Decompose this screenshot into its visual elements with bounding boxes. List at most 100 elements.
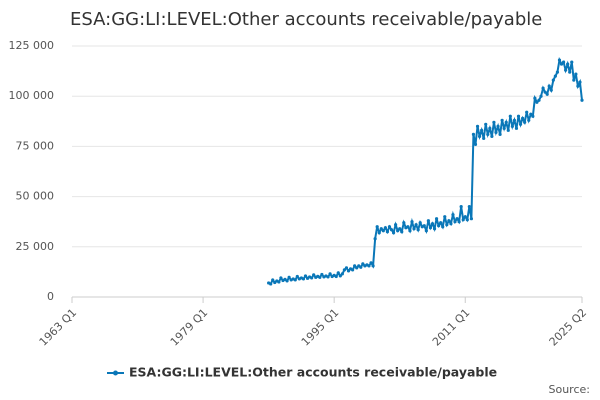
point bbox=[338, 274, 342, 278]
legend-marker bbox=[113, 370, 118, 376]
point bbox=[377, 231, 381, 235]
point bbox=[549, 88, 553, 92]
point bbox=[375, 225, 379, 229]
point bbox=[543, 90, 547, 94]
point bbox=[465, 218, 469, 222]
point bbox=[535, 100, 539, 104]
y-tick-label: 0 bbox=[47, 290, 54, 303]
point bbox=[383, 226, 387, 230]
point bbox=[271, 278, 275, 282]
point bbox=[453, 220, 457, 224]
point bbox=[367, 264, 371, 268]
point bbox=[455, 217, 459, 221]
x-tick-label: 1979 Q1 bbox=[168, 306, 211, 349]
point bbox=[326, 275, 330, 279]
point bbox=[578, 80, 582, 84]
point bbox=[516, 114, 521, 118]
point bbox=[277, 280, 281, 284]
point bbox=[373, 237, 377, 241]
point bbox=[494, 130, 498, 134]
x-tick-label: 1995 Q1 bbox=[299, 306, 342, 349]
point bbox=[355, 266, 359, 270]
legend-label: ESA:GG:LI:LEVEL:Other accounts receivabl… bbox=[129, 365, 497, 380]
point bbox=[545, 92, 549, 96]
point bbox=[342, 268, 347, 272]
point bbox=[371, 264, 375, 268]
point bbox=[523, 120, 527, 124]
point bbox=[443, 215, 447, 219]
point bbox=[418, 221, 422, 225]
point bbox=[381, 229, 385, 233]
point bbox=[527, 118, 531, 122]
point bbox=[488, 126, 492, 130]
point bbox=[551, 78, 555, 82]
point bbox=[508, 114, 512, 118]
point bbox=[477, 134, 482, 138]
point bbox=[506, 128, 510, 132]
point bbox=[559, 62, 564, 66]
point bbox=[344, 266, 349, 270]
point bbox=[525, 110, 529, 114]
point bbox=[486, 132, 490, 136]
point bbox=[457, 220, 461, 224]
point bbox=[533, 96, 537, 100]
point bbox=[320, 272, 324, 277]
point bbox=[361, 262, 365, 266]
point bbox=[428, 226, 433, 230]
point bbox=[580, 98, 584, 102]
point bbox=[471, 132, 476, 136]
point bbox=[449, 222, 453, 226]
point bbox=[387, 225, 392, 229]
point bbox=[434, 217, 439, 221]
point bbox=[500, 118, 504, 122]
point bbox=[385, 230, 390, 234]
point bbox=[512, 118, 517, 122]
point bbox=[301, 277, 306, 281]
point bbox=[402, 221, 406, 225]
point bbox=[469, 217, 473, 221]
point bbox=[437, 224, 441, 228]
x-tick-label: 2011 Q1 bbox=[430, 306, 473, 349]
x-tick-label: 1963 Q1 bbox=[37, 306, 80, 349]
point bbox=[576, 84, 580, 88]
point bbox=[391, 231, 396, 235]
point bbox=[498, 132, 502, 136]
point bbox=[269, 282, 273, 286]
point bbox=[416, 228, 420, 232]
point bbox=[541, 86, 545, 90]
point bbox=[424, 229, 428, 233]
point bbox=[463, 215, 467, 219]
point bbox=[351, 268, 355, 272]
point bbox=[394, 223, 398, 227]
point bbox=[561, 60, 566, 64]
point bbox=[400, 230, 404, 234]
point bbox=[502, 126, 506, 130]
point bbox=[459, 205, 463, 209]
point bbox=[328, 272, 332, 276]
point bbox=[334, 274, 338, 279]
y-tick-label: 50 000 bbox=[16, 190, 55, 203]
point bbox=[553, 74, 557, 78]
point bbox=[467, 205, 471, 209]
point bbox=[492, 120, 496, 124]
point bbox=[574, 72, 578, 76]
point bbox=[336, 271, 340, 275]
point bbox=[461, 218, 465, 222]
point bbox=[303, 274, 308, 278]
source: Source: bbox=[549, 383, 591, 396]
point bbox=[398, 227, 402, 231]
point bbox=[555, 70, 560, 74]
point bbox=[285, 279, 289, 283]
point bbox=[353, 264, 357, 268]
point bbox=[537, 98, 541, 102]
point bbox=[369, 261, 373, 265]
y-tick-label: 100 000 bbox=[9, 89, 55, 102]
point bbox=[514, 126, 519, 130]
point bbox=[408, 229, 412, 233]
point bbox=[531, 114, 535, 118]
point bbox=[504, 120, 508, 124]
point bbox=[279, 276, 283, 280]
point bbox=[318, 275, 322, 279]
point bbox=[572, 78, 576, 82]
point bbox=[439, 221, 443, 225]
